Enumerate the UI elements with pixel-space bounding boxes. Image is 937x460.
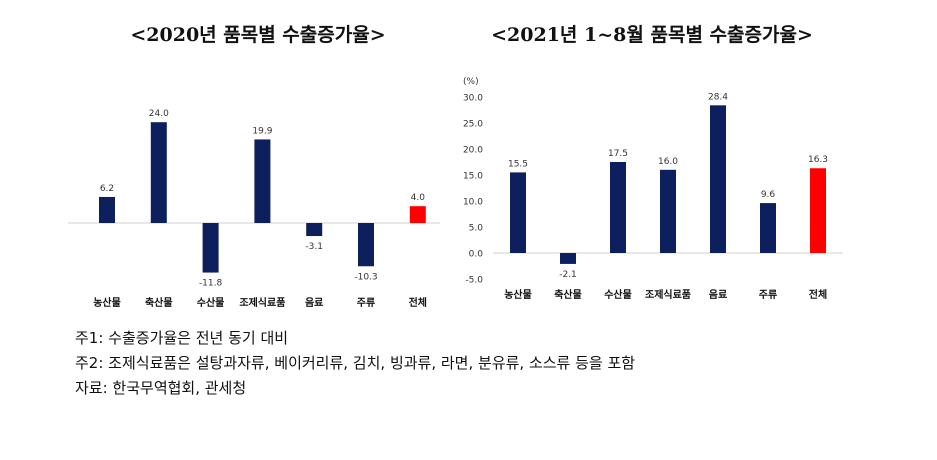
chart2-data-label: 16.0	[658, 157, 678, 167]
chart2-category-label: 주류	[759, 289, 777, 301]
chart2-category-label: 음료	[709, 289, 727, 301]
chart2-bar	[610, 162, 626, 253]
chart2-ylabel: (%)	[463, 77, 479, 87]
chart2-bar	[760, 203, 776, 253]
chart2-bar	[660, 169, 676, 253]
chart2-data-label: 17.5	[608, 149, 628, 159]
chart2-ytick: 25.0	[463, 120, 483, 130]
chart2-ytick: 20.0	[463, 146, 483, 156]
chart1-category-label: 음료	[305, 297, 323, 309]
chart1-data-label: 24.0	[149, 109, 169, 119]
chart2-category-label: 수산물	[604, 288, 632, 301]
notes: 주1: 수출증가율은 전년 동기 대비 주2: 조제식료품은 설탕과자류, 베이…	[75, 326, 635, 401]
chart2-bar	[810, 168, 826, 253]
chart1-category-label: 주류	[357, 297, 375, 309]
chart1-bar	[99, 196, 115, 223]
chart2-ytick: 5.0	[469, 224, 484, 234]
chart1-bar	[202, 223, 219, 273]
note-2: 주2: 조제식료품은 설탕과자류, 베이커리류, 김치, 빙과류, 라면, 분유…	[75, 354, 636, 372]
chart1-data-label: 4.0	[411, 193, 426, 203]
chart2-data-label: 16.3	[808, 155, 828, 165]
chart2-bar	[560, 253, 576, 264]
chart1-data-label: 19.9	[252, 126, 272, 136]
chart1-bar	[358, 223, 374, 267]
chart1-data-label: -3.1	[305, 242, 323, 252]
chart1-bar	[254, 139, 271, 223]
chart2-ytick: 10.0	[463, 198, 483, 208]
chart2-ytick: 15.0	[463, 172, 483, 182]
chart1-category-label: 축산물	[145, 296, 173, 309]
chart2-bar	[510, 172, 526, 253]
note-1: 주1: 수출증가율은 전년 동기 대비	[75, 329, 289, 347]
chart2-data-label: 9.6	[761, 190, 776, 200]
chart1-bar	[150, 122, 167, 223]
note-source: 자료: 한국무역협회, 관세청	[75, 379, 247, 397]
chart2-data-label: 15.5	[508, 159, 528, 169]
chart2-data-label: -2.1	[559, 270, 577, 280]
chart2-category-label: 전체	[809, 288, 827, 301]
chart2-bar	[710, 105, 726, 253]
chart2-ytick: 30.0	[463, 94, 483, 104]
chart2-ytick: 0.0	[469, 250, 484, 260]
chart1-title: <2020년 품목별 수출증가율>	[130, 24, 386, 46]
chart1-data-label: -11.8	[199, 279, 223, 289]
chart2-data-label: 28.4	[708, 92, 728, 102]
chart1-bar	[306, 223, 323, 237]
chart2-title: <2021년 1~8월 품목별 수출증가율>	[491, 24, 813, 46]
chart1-category-label: 농산물	[93, 296, 121, 309]
chart1-category-label: 조제식료품	[239, 296, 285, 309]
chart1-bar	[409, 206, 426, 223]
chart2-ytick: -5.0	[465, 276, 483, 286]
chart1-data-label: -10.3	[354, 272, 377, 282]
chart2-category-label: 농산물	[504, 288, 532, 301]
chart2-category-label: 축산물	[554, 288, 582, 301]
chart1-category-label: 전체	[409, 296, 427, 309]
chart2-category-label: 조제식료품	[645, 288, 691, 301]
chart1-category-label: 수산물	[197, 296, 225, 309]
chart1-data-label: 6.2	[100, 184, 114, 194]
